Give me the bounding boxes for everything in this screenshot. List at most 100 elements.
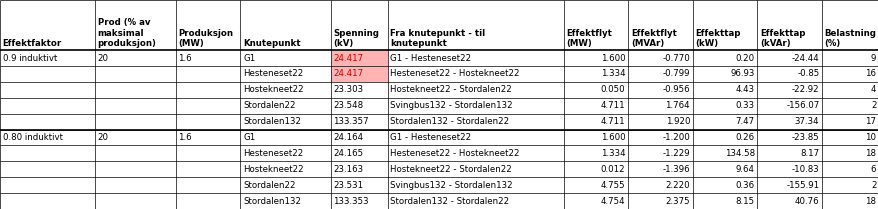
Text: 2.220: 2.220	[665, 181, 689, 190]
Bar	[0, 177, 95, 193]
Bar	[563, 177, 628, 193]
Bar	[563, 66, 628, 82]
Bar	[692, 66, 757, 82]
Bar	[692, 50, 757, 66]
Text: 8.15: 8.15	[735, 196, 754, 206]
Text: Effektflyt
(MVAr): Effektflyt (MVAr)	[630, 29, 676, 48]
Text: Hesteneset22: Hesteneset22	[243, 149, 303, 158]
Bar	[821, 130, 878, 145]
Text: 24.417: 24.417	[333, 69, 363, 79]
Bar	[176, 193, 241, 209]
Bar	[628, 161, 692, 177]
Text: -1.200: -1.200	[662, 133, 689, 142]
Text: 7.47: 7.47	[735, 117, 754, 126]
Text: Fra knutepunkt - til
knutepunkt: Fra knutepunkt - til knutepunkt	[390, 29, 485, 48]
Bar	[563, 114, 628, 130]
Text: -156.07: -156.07	[785, 101, 818, 110]
Text: 0.36: 0.36	[735, 181, 754, 190]
Bar	[241, 130, 330, 145]
Text: 4.755: 4.755	[601, 181, 625, 190]
Text: 0.012: 0.012	[601, 165, 625, 174]
Bar	[563, 130, 628, 145]
Text: Prod (% av
maksimal
produksjon): Prod (% av maksimal produksjon)	[97, 18, 156, 48]
Bar	[821, 50, 878, 66]
Text: Produksjon
(MW): Produksjon (MW)	[178, 29, 234, 48]
Bar	[628, 145, 692, 161]
Bar	[95, 50, 176, 66]
Bar	[0, 114, 95, 130]
Bar	[628, 193, 692, 209]
Bar	[330, 98, 387, 114]
Bar	[95, 177, 176, 193]
Bar	[387, 130, 563, 145]
Text: 1.334: 1.334	[601, 149, 625, 158]
Text: Stordalen132: Stordalen132	[243, 117, 300, 126]
Bar	[330, 66, 387, 82]
Text: -155.91: -155.91	[785, 181, 818, 190]
Bar	[387, 98, 563, 114]
Text: Effektfaktor: Effektfaktor	[3, 39, 61, 48]
Bar	[563, 0, 628, 50]
Bar	[821, 193, 878, 209]
Bar	[692, 177, 757, 193]
Text: G1 - Hesteneset22: G1 - Hesteneset22	[390, 54, 471, 63]
Bar	[95, 130, 176, 145]
Text: 10: 10	[864, 133, 875, 142]
Bar	[563, 50, 628, 66]
Text: Spenning
(kV): Spenning (kV)	[333, 29, 378, 48]
Text: 20: 20	[97, 133, 109, 142]
Text: 24.165: 24.165	[333, 149, 363, 158]
Text: Knutepunkt: Knutepunkt	[243, 39, 300, 48]
Bar	[176, 50, 241, 66]
Bar	[757, 161, 821, 177]
Text: Hesteneset22 - Hostekneet22: Hesteneset22 - Hostekneet22	[390, 69, 519, 79]
Text: G1 - Hesteneset22: G1 - Hesteneset22	[390, 133, 471, 142]
Bar	[0, 66, 95, 82]
Bar	[330, 161, 387, 177]
Text: 4.711: 4.711	[601, 117, 625, 126]
Bar	[241, 0, 330, 50]
Text: -24.44: -24.44	[791, 54, 818, 63]
Text: 23.163: 23.163	[333, 165, 363, 174]
Text: 9: 9	[870, 54, 875, 63]
Text: -0.85: -0.85	[796, 69, 818, 79]
Bar	[821, 82, 878, 98]
Bar	[757, 50, 821, 66]
Bar	[330, 50, 387, 66]
Bar	[692, 130, 757, 145]
Text: 133.353: 133.353	[333, 196, 369, 206]
Bar	[628, 98, 692, 114]
Text: -1.229: -1.229	[662, 149, 689, 158]
Bar	[821, 145, 878, 161]
Bar	[563, 82, 628, 98]
Bar	[387, 145, 563, 161]
Bar	[757, 193, 821, 209]
Text: 2: 2	[870, 101, 875, 110]
Bar	[241, 82, 330, 98]
Bar	[628, 0, 692, 50]
Text: G1: G1	[243, 54, 255, 63]
Text: -0.956: -0.956	[662, 85, 689, 94]
Text: Hostekneet22: Hostekneet22	[243, 85, 303, 94]
Text: Effektflyt
(MW): Effektflyt (MW)	[565, 29, 611, 48]
Bar	[241, 193, 330, 209]
Bar	[0, 98, 95, 114]
Bar	[628, 66, 692, 82]
Bar	[176, 0, 241, 50]
Bar	[330, 177, 387, 193]
Text: 1.920: 1.920	[665, 117, 689, 126]
Text: 20: 20	[97, 54, 109, 63]
Text: Stordalen132: Stordalen132	[243, 196, 300, 206]
Bar	[692, 98, 757, 114]
Text: 1.6: 1.6	[178, 54, 192, 63]
Bar	[757, 145, 821, 161]
Bar	[241, 114, 330, 130]
Bar	[387, 114, 563, 130]
Text: 0.80 induktivt: 0.80 induktivt	[3, 133, 62, 142]
Bar	[692, 193, 757, 209]
Text: 0.050: 0.050	[601, 85, 625, 94]
Text: Stordalen22: Stordalen22	[243, 101, 295, 110]
Text: 4: 4	[870, 85, 875, 94]
Text: 8.17: 8.17	[799, 149, 818, 158]
Bar	[0, 50, 95, 66]
